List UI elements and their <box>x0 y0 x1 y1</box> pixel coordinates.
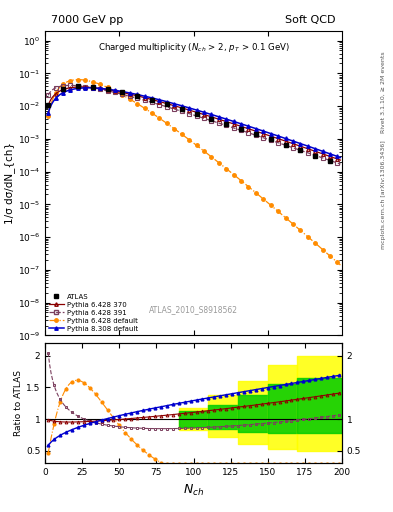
Text: ATLAS_2010_S8918562: ATLAS_2010_S8918562 <box>149 305 238 314</box>
Text: mcplots.cern.ch [arXiv:1306.3436]: mcplots.cern.ch [arXiv:1306.3436] <box>381 140 386 249</box>
X-axis label: $N_{ch}$: $N_{ch}$ <box>183 483 204 498</box>
Text: 7000 GeV pp: 7000 GeV pp <box>51 15 123 25</box>
Text: Soft QCD: Soft QCD <box>285 15 336 25</box>
Text: Rivet 3.1.10, ≥ 2M events: Rivet 3.1.10, ≥ 2M events <box>381 51 386 133</box>
Text: Charged multiplicity ($N_{ch}$ > 2, $p_T$ > 0.1 GeV): Charged multiplicity ($N_{ch}$ > 2, $p_T… <box>97 41 290 54</box>
Legend: ATLAS, Pythia 6.428 370, Pythia 6.428 391, Pythia 6.428 default, Pythia 8.308 de: ATLAS, Pythia 6.428 370, Pythia 6.428 39… <box>49 293 138 332</box>
Y-axis label: Ratio to ATLAS: Ratio to ATLAS <box>14 370 23 436</box>
Y-axis label: 1/σ dσ/dN_{ch}: 1/σ dσ/dN_{ch} <box>4 142 15 224</box>
